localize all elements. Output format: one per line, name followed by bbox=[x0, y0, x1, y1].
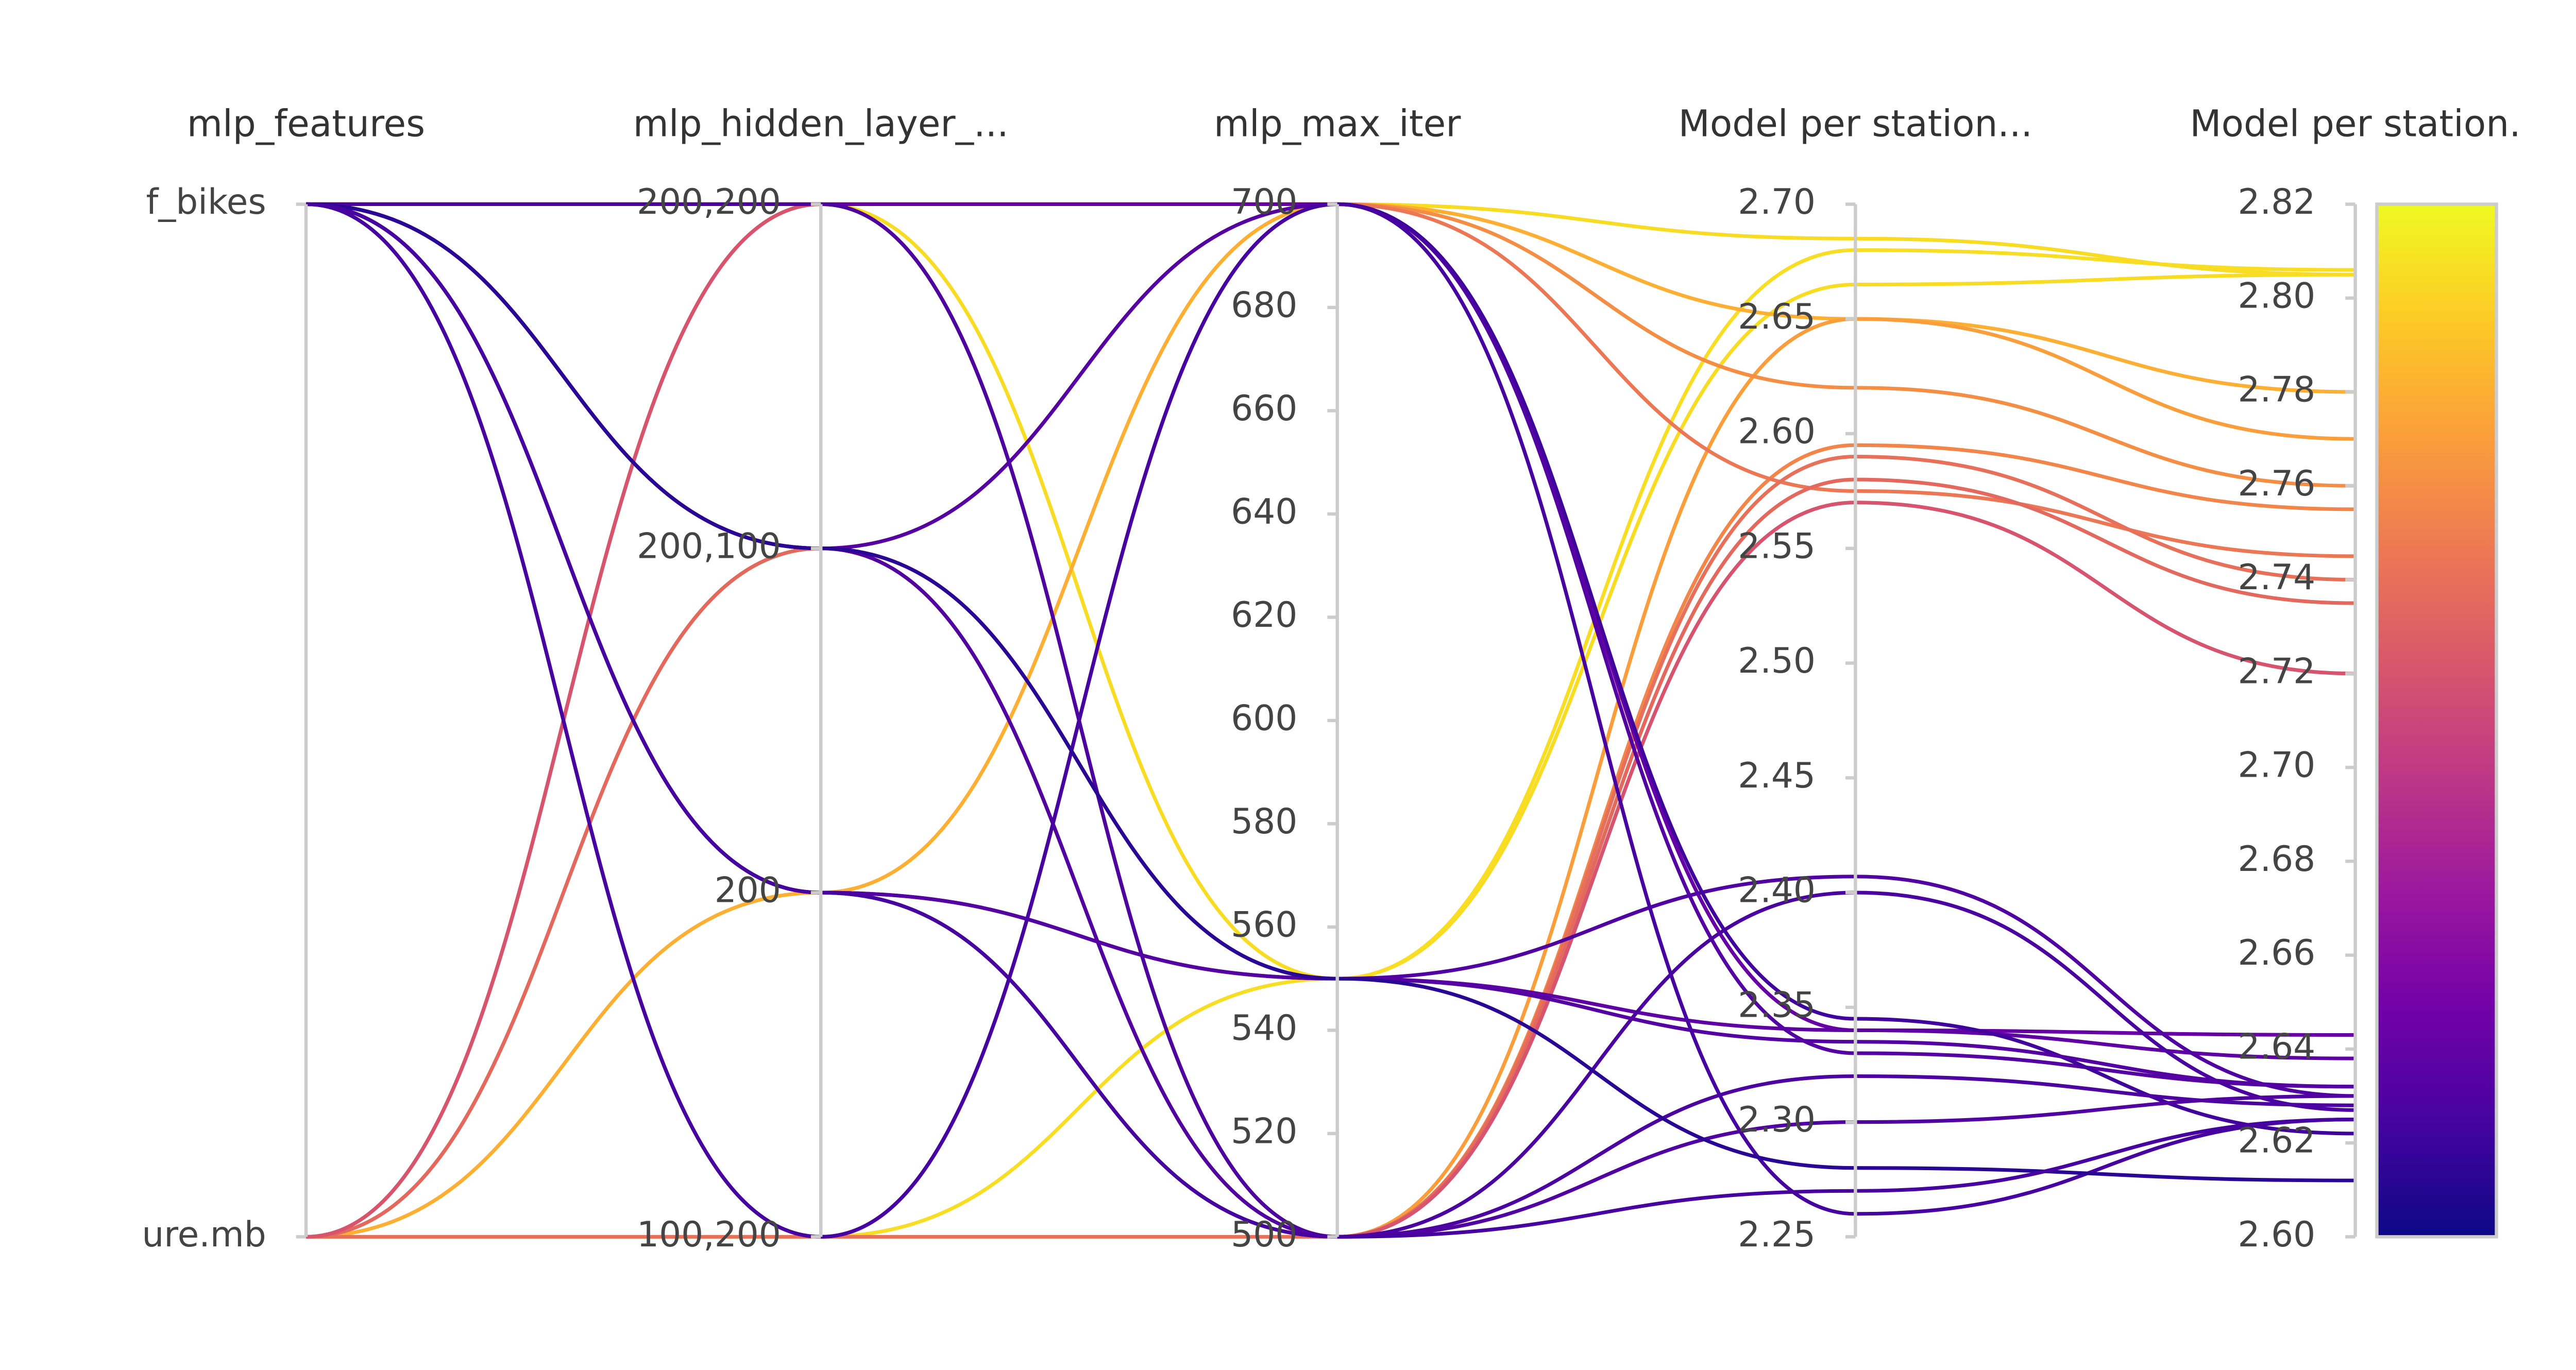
axes: mlp_features f_bikes ure.mb mlp_hidden_laye… bbox=[142, 102, 2520, 1254]
tick-label: 620 bbox=[1231, 594, 1297, 635]
tick-label: 200,100 bbox=[637, 525, 781, 566]
tick-label: 2.76 bbox=[2238, 463, 2316, 504]
tick-label: 2.70 bbox=[2238, 745, 2316, 785]
tick-label: 2.72 bbox=[2238, 650, 2316, 691]
tick-label: 100,200 bbox=[637, 1214, 781, 1255]
tick-label: 2.66 bbox=[2238, 932, 2316, 973]
tick-label: 2.60 bbox=[1738, 411, 1816, 452]
tick-label: 560 bbox=[1231, 904, 1297, 945]
axis-title: Model per station. bbox=[2190, 102, 2520, 145]
tick-label: 2.50 bbox=[1738, 640, 1816, 681]
tick-label: ure.mb bbox=[142, 1214, 266, 1255]
lines bbox=[306, 202, 2355, 1239]
tick-label: 660 bbox=[1231, 388, 1297, 429]
tick-label: 2.55 bbox=[1738, 525, 1816, 566]
tick-label: 2.68 bbox=[2238, 838, 2316, 879]
tick-label: 600 bbox=[1231, 697, 1297, 738]
tick-label: 520 bbox=[1231, 1110, 1297, 1151]
tick-label: 200 bbox=[715, 870, 781, 911]
axis-title: mlp_features bbox=[187, 102, 425, 145]
tick-label: 540 bbox=[1231, 1007, 1297, 1048]
tick-label: 2.70 bbox=[1738, 181, 1816, 222]
run-line bbox=[306, 455, 2355, 1239]
tick-label: 2.64 bbox=[2238, 1026, 2316, 1067]
tick-label: 2.30 bbox=[1738, 1099, 1816, 1140]
tick-label: 680 bbox=[1231, 285, 1297, 326]
run-line bbox=[306, 202, 2355, 1239]
tick-label: 2.45 bbox=[1738, 755, 1816, 796]
axis-title: Model per station... bbox=[1679, 102, 2032, 145]
tick-label: 2.62 bbox=[2238, 1120, 2316, 1161]
tick-label: 500 bbox=[1231, 1214, 1297, 1255]
run-line bbox=[306, 202, 2355, 277]
run-line bbox=[306, 248, 2355, 1239]
tick-label: 2.78 bbox=[2238, 369, 2316, 410]
tick-label: 2.35 bbox=[1738, 984, 1816, 1025]
tick-label: 700 bbox=[1231, 181, 1297, 222]
run-line bbox=[306, 202, 2355, 1183]
colorbar bbox=[2375, 202, 2498, 1239]
tick-label: 200,200 bbox=[637, 181, 781, 222]
tick-label: 2.80 bbox=[2238, 275, 2316, 316]
run-line bbox=[306, 202, 2355, 1239]
tick-label: 2.40 bbox=[1738, 870, 1816, 911]
run-line bbox=[306, 202, 2355, 1060]
axis-title: mlp_hidden_layer_... bbox=[633, 102, 1009, 145]
tick-label: 2.74 bbox=[2238, 557, 2316, 597]
run-line bbox=[306, 202, 2355, 1239]
tick-label: 580 bbox=[1231, 801, 1297, 842]
run-line bbox=[306, 202, 2355, 1239]
tick-label: 2.65 bbox=[1738, 296, 1816, 337]
axis-title: mlp_max_iter bbox=[1214, 102, 1461, 145]
run-line bbox=[306, 202, 2355, 981]
tick-label: 2.82 bbox=[2238, 181, 2316, 222]
run-line bbox=[306, 477, 2355, 1239]
tick-label: 2.60 bbox=[2238, 1214, 2316, 1255]
tick-label: f_bikes bbox=[146, 181, 266, 222]
tick-label: 640 bbox=[1231, 491, 1297, 532]
tick-label: 2.25 bbox=[1738, 1214, 1816, 1255]
